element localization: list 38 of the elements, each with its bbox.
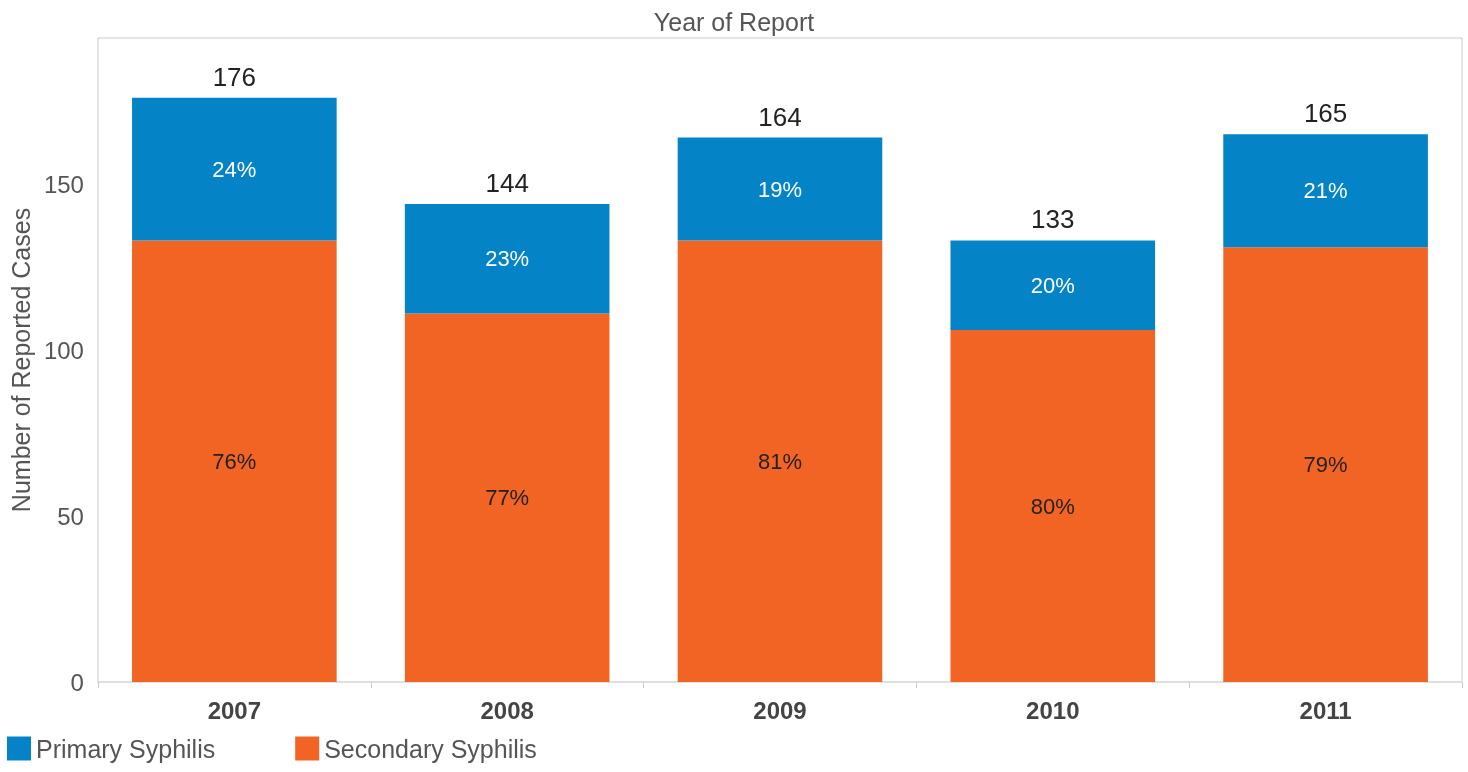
- y-axis-title: Number of Reported Cases: [6, 207, 35, 513]
- bar: [132, 97, 337, 241]
- annotation: 81%: [757, 448, 802, 474]
- annotation: 19%: [757, 176, 802, 202]
- total-label: 165: [1303, 98, 1348, 129]
- annotation: 76%: [212, 448, 257, 474]
- x-axis-title: Year of Report: [653, 7, 815, 36]
- total-label: 164: [758, 101, 802, 132]
- bar: [404, 313, 610, 682]
- annotation: 77%: [485, 485, 530, 511]
- annotation: 79%: [1303, 452, 1348, 478]
- bar: [1223, 247, 1428, 682]
- total-label: 176: [212, 61, 257, 92]
- annotation: 21%: [1303, 178, 1348, 204]
- annotation: 24%: [212, 156, 257, 182]
- x-tick-label: 2008: [480, 696, 534, 724]
- legend-label: Primary Syphilis: [36, 734, 216, 763]
- y-tick-label: 150: [43, 170, 84, 198]
- y-tick-label: 100: [43, 336, 84, 364]
- x-tick-label: 2009: [753, 696, 807, 724]
- x-tick-label: 2007: [207, 696, 262, 724]
- bar: [1223, 134, 1428, 248]
- bar: [950, 330, 1156, 682]
- annotation: 80%: [1030, 493, 1075, 519]
- y-tick-label: 50: [57, 502, 84, 530]
- annotation: 23%: [485, 246, 530, 272]
- annotation: 20%: [1030, 272, 1075, 298]
- bar: [950, 240, 1156, 331]
- total-label: 144: [485, 167, 529, 198]
- bar: [132, 240, 337, 682]
- y-tick-label: 0: [70, 668, 84, 696]
- legend-label: Secondary Syphilis: [324, 734, 537, 763]
- bar: [404, 203, 610, 314]
- bar: [677, 137, 883, 241]
- x-tick-label: 2011: [1299, 696, 1352, 724]
- x-tick-label: 2010: [1026, 696, 1080, 724]
- total-label: 133: [1031, 204, 1075, 235]
- bar: [677, 240, 883, 682]
